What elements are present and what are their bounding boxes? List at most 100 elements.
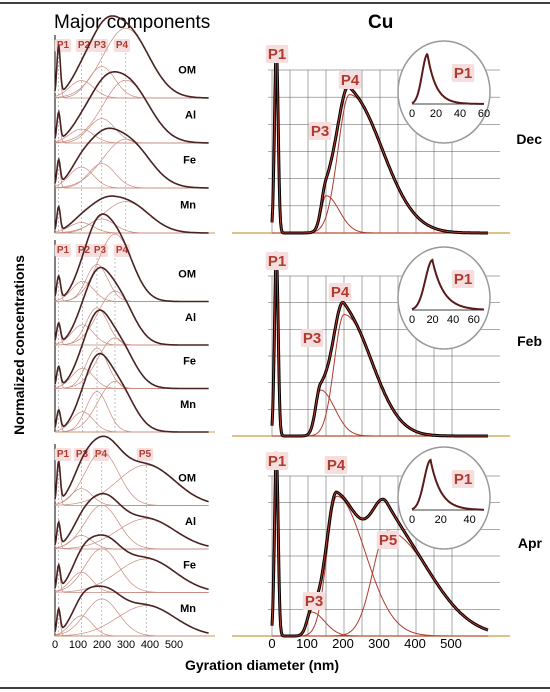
cu-fraction-curve <box>272 495 488 637</box>
right-x-tick: 400 <box>404 636 426 651</box>
peak-label-P3: P3 <box>94 245 107 256</box>
cu-peak-label-P1: P1 <box>268 46 286 63</box>
fraction-curve <box>54 367 209 389</box>
right-x-tick: 500 <box>440 636 462 651</box>
total-curve-Fe <box>54 309 209 390</box>
series-label-Mn: Mn <box>180 199 196 211</box>
fraction-curve <box>54 451 209 506</box>
inset-x-tick: 40 <box>447 314 459 326</box>
inset-peak-label: P1 <box>454 471 472 488</box>
left-title: Major components <box>54 12 210 33</box>
total-curve-OM <box>54 435 209 503</box>
fraction-curve <box>54 411 209 433</box>
inset-curve <box>411 52 484 105</box>
series-label-Al: Al <box>185 312 196 324</box>
inset-x-tick: 0 <box>409 514 415 526</box>
cu-peak-label-P1-bg <box>265 252 289 270</box>
series-label-Al: Al <box>185 516 196 528</box>
peak-label-P1: P1 <box>57 449 70 460</box>
fraction-curve <box>55 391 209 433</box>
inset-peak-label-bg <box>451 64 475 82</box>
fraction-curve <box>54 548 209 593</box>
total-curve-Al <box>54 266 209 346</box>
peak-label-P3: P3 <box>94 40 107 51</box>
fraction-curve <box>54 504 209 550</box>
series-label-OM: OM <box>178 473 196 485</box>
left-x-tick: 0 <box>52 639 58 651</box>
total-curve-Mn <box>54 352 209 433</box>
cu-peak-label-P5-bg <box>376 531 400 549</box>
inset-peak-label: P1 <box>454 271 472 288</box>
cu-peak-label-P4: P4 <box>327 457 346 474</box>
peak-label-P4: P4 <box>116 245 129 256</box>
peak-label-P5-bg <box>136 448 154 461</box>
cu-peak-label-P3: P3 <box>305 593 323 610</box>
total-curve-Mn <box>54 195 209 234</box>
cu-peak-label-P1: P1 <box>268 453 286 470</box>
series-label-Mn: Mn <box>180 603 196 615</box>
fraction-curve <box>55 66 209 99</box>
total-curve-OM <box>54 15 209 99</box>
month-label-Feb: Feb <box>517 333 542 349</box>
cu-peak-label-P3-bg <box>300 329 324 347</box>
peak-label-P1-bg <box>54 244 72 257</box>
left-x-tick: 400 <box>141 639 159 651</box>
cu-panel-Apr: P1 P3 P4 P5 0 20 40 P1 Apr <box>232 446 543 638</box>
cu-fit-curve <box>271 251 488 437</box>
inset-x-tick: 60 <box>478 108 490 120</box>
inset-x-tick: 20 <box>435 514 447 526</box>
cu-peak-label-P4-bg <box>338 71 362 89</box>
inset-ellipse <box>397 246 491 350</box>
major-components-panel-Apr: P1 P3 P4 P5 OM Al Fe Mn <box>54 435 215 637</box>
fraction-curve <box>54 411 209 433</box>
peak-label-P4-bg <box>92 448 110 461</box>
fraction-curve <box>54 598 209 637</box>
cu-peak-label-P1: P1 <box>268 253 286 270</box>
peak-label-P1: P1 <box>57 40 70 51</box>
right-x-ticks: 0 100 200 300 400 500 <box>268 636 461 651</box>
peak-label-P4: P4 <box>116 40 129 51</box>
inset-x-tick: 0 <box>409 108 415 120</box>
cu-peak-label-P4-bg <box>328 283 352 301</box>
fraction-curve <box>54 277 209 302</box>
inset-x-tick: 0 <box>409 314 415 326</box>
cu-peak-label-P4-bg <box>324 456 348 474</box>
right-x-tick: 300 <box>368 636 390 651</box>
inset-peak-label-bg <box>451 270 475 288</box>
total-curve-Fe <box>54 534 209 591</box>
fraction-curve <box>54 571 209 593</box>
fraction-curve <box>54 280 209 302</box>
fraction-curve <box>54 324 209 346</box>
total-curve-Mn <box>54 585 209 634</box>
left-x-tick: 100 <box>69 639 87 651</box>
peak-label-P3-bg <box>91 39 109 52</box>
left-x-tick: 500 <box>165 639 183 651</box>
fraction-curve <box>54 163 209 189</box>
right-x-tick: 100 <box>296 636 318 651</box>
series-label-Mn: Mn <box>180 399 196 411</box>
fraction-curve <box>55 347 209 389</box>
cu-peak-label-P5: P5 <box>379 532 397 549</box>
cu-panel-Dec: P1 P3 P4 0 20 40 60 P1 Dec <box>232 40 542 235</box>
cu-peak-label-P1-bg <box>265 452 289 470</box>
cu-peak-label-P3: P3 <box>303 330 321 347</box>
series-label-Al: Al <box>185 109 196 121</box>
series-label-OM: OM <box>178 269 196 281</box>
month-label-Dec: Dec <box>516 131 542 147</box>
inset-peak-label-bg <box>451 470 475 488</box>
peak-label-P3: P3 <box>76 449 89 460</box>
total-curve-Al <box>54 71 209 144</box>
y-axis-label: Normalized concentrations <box>11 255 27 435</box>
series-label-OM: OM <box>178 64 196 76</box>
left-x-tick: 300 <box>117 639 135 651</box>
inset-x-tick: 40 <box>454 108 466 120</box>
series-label-Fe: Fe <box>183 154 196 166</box>
total-curve-OM <box>54 213 209 303</box>
cu-peak-label-P3-bg <box>308 122 332 140</box>
left-x-ticks: 0 100 200 300 400 500 <box>52 639 183 651</box>
fraction-curve <box>54 367 209 389</box>
x-axis-label: Gyration diameter (nm) <box>185 657 339 673</box>
peak-label-P4: P4 <box>95 449 108 460</box>
